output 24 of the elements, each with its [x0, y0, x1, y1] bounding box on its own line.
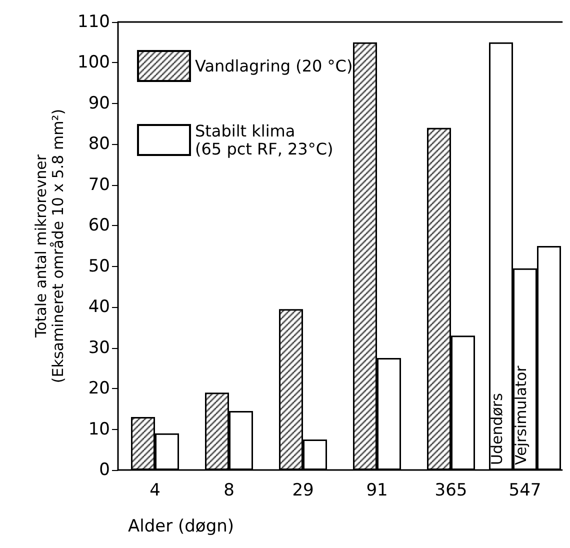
y-tick-label: 110	[78, 12, 110, 32]
x-tick-label: 29	[292, 480, 314, 500]
series-label: Vejrsimulator	[512, 364, 530, 465]
y-tick-label: 100	[78, 52, 110, 73]
y-axis-title: Totale antal mikrorevner (Eksamineret område 10 x 5.8 mm²)	[32, 108, 68, 384]
y-tick-label: 60	[88, 216, 110, 236]
y-tick-label: 0	[99, 460, 110, 480]
y-tick-label: 20	[88, 378, 110, 399]
y-tick-label: 10	[88, 419, 110, 440]
x-tick-label: 8	[224, 480, 234, 500]
series-label: Udendørs	[488, 392, 506, 465]
y-tick-label: 90	[88, 93, 110, 114]
legend-label: Stabilt klima (65 pct RF, 23°C)	[195, 122, 334, 158]
x-axis-title: Alder (døgn)	[128, 516, 234, 536]
y-tick-label: 80	[88, 134, 110, 154]
x-tick-label: 547	[508, 480, 542, 500]
y-tick-label: 50	[88, 256, 110, 276]
y-tick-label: 40	[88, 297, 110, 318]
y-tick-label: 30	[88, 338, 110, 358]
x-tick-label: 4	[150, 480, 160, 500]
y-tick-label: 70	[88, 174, 110, 195]
x-tick-label: 365	[434, 480, 468, 500]
legend-label: Vandlagring (20 °C)	[195, 56, 353, 76]
x-tick-label: 91	[366, 480, 388, 500]
